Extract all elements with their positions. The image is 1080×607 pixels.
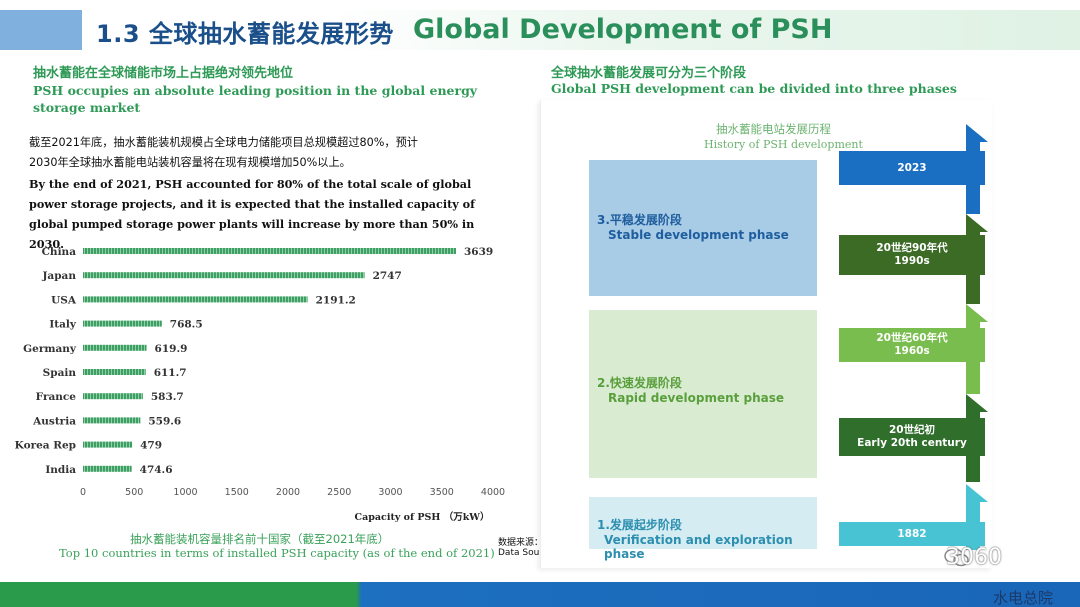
era-1882: 1882 [839, 522, 985, 546]
header-band [82, 10, 1080, 50]
era-early-20th-label-cn: 20世纪初 [888, 424, 936, 436]
bar-austria [83, 417, 141, 424]
history-title-en: History of PSH development [704, 138, 863, 151]
slide-title-cn: 1.3 全球抽水蓄能发展形势 [96, 20, 394, 48]
era-early-20th: 20世纪初 Early 20th century [839, 418, 985, 456]
capacity-bar-chart: China 3639 Japan 2747 USA 2191.2 Italy 768.5 Ger… [15, 246, 505, 523]
era-1990s-label-en: 1990s [894, 255, 930, 267]
x-tick-500: 500 [125, 487, 143, 498]
bar-germany [83, 344, 147, 351]
x-tick-1500: 1500 [225, 487, 249, 498]
chart-caption-en: Top 10 countries in terms of installed P… [59, 546, 495, 560]
value-label-france: 583.7 [151, 391, 184, 403]
era-1990s: 20世纪90年代 1990s [839, 235, 985, 275]
chart-caption-cn: 抽水蓄能装机容量排名前十国家（截至2021年底） [130, 532, 390, 546]
phase-2-title-en: Rapid development phase [608, 391, 785, 405]
x-tick-3500: 3500 [430, 487, 454, 498]
category-label-usa: USA [51, 294, 77, 306]
era-1882-label: 1882 [897, 527, 927, 540]
bar-usa [83, 296, 308, 303]
left-heading-en-1: PSH occupies an absolute leading positio… [33, 83, 478, 98]
data-source-en: Data Source: IHA [498, 548, 575, 558]
value-label-india: 474.6 [140, 464, 173, 476]
x-axis-label: Capacity of PSH （万kW） [355, 511, 490, 523]
bar-japan [83, 272, 365, 279]
right-heading-en: Global PSH development can be divided in… [551, 81, 957, 96]
category-label-germany: Germany [23, 343, 77, 355]
left-heading-en-2: storage market [33, 100, 141, 115]
category-label-china: China [42, 246, 77, 258]
category-label-india: India [45, 464, 76, 476]
category-label-spain: Spain [43, 367, 77, 379]
slide-title-en: Global Development of PSH [413, 14, 833, 45]
value-label-austria: 559.6 [148, 415, 181, 427]
paragraph-cn-2: 2030年全球抽水蓄能电站装机容量将在现有规模增加50%以上。 [29, 156, 351, 169]
x-tick-2000: 2000 [276, 487, 300, 498]
bar-china [83, 248, 456, 254]
value-label-korea-rep: 479 [140, 440, 162, 452]
data-source-cn: 数据来源：IHA [498, 538, 559, 548]
chat-bubble-icon [944, 548, 969, 567]
phase-1-title-cn: 1.发展起步阶段 [597, 518, 682, 532]
value-label-germany: 619.9 [155, 343, 188, 355]
category-label-japan: Japan [41, 270, 76, 282]
brand-name: 水电总院 [993, 589, 1054, 607]
value-label-china: 3639 [464, 246, 493, 258]
footer-bar [0, 582, 1080, 607]
right-heading-cn: 全球抽水蓄能发展可分为三个阶段 [551, 66, 747, 81]
category-label-korea-rep: Korea Rep [15, 440, 76, 452]
era-1960s: 20世纪60年代 1960s [839, 328, 985, 362]
bar-france [83, 393, 143, 400]
era-1960s-label-en: 1960s [894, 345, 930, 357]
bar-korea-rep [83, 441, 133, 448]
x-tick-3000: 3000 [378, 487, 402, 498]
x-tick-4000: 4000 [481, 487, 505, 498]
left-heading-cn: 抽水蓄能在全球储能市场上占据绝对领先地位 [33, 66, 294, 81]
x-tick-1000: 1000 [173, 487, 197, 498]
phase-3-box: 3.平稳发展阶段 Stable development phase [589, 160, 817, 296]
era-1990s-label-cn: 20世纪90年代 [876, 242, 948, 254]
paragraph-cn-1: 截至2021年底，抽水蓄能装机规模占全球电力储能项目总规模超过80%，预计 [29, 136, 418, 149]
category-label-italy: Italy [49, 319, 77, 331]
category-label-france: France [36, 391, 77, 403]
value-label-spain: 611.7 [154, 367, 187, 379]
value-label-japan: 2747 [373, 270, 402, 282]
category-label-austria: Austria [32, 415, 76, 427]
era-2023: 2023 [839, 151, 985, 185]
paragraph-en: By the end of 2021, PSH accounted for 80… [29, 177, 475, 251]
phase-1-title-en: Verification and exploration phase [604, 533, 793, 561]
phase-1-box: 1.发展起步阶段 Verification and exploration ph… [589, 497, 817, 561]
bar-italy [83, 320, 162, 327]
bar-spain [83, 369, 146, 375]
history-title-cn: 抽水蓄能电站发展历程 [716, 122, 831, 136]
x-tick-0: 0 [80, 487, 86, 498]
era-2023-label: 2023 [897, 161, 927, 174]
watermark-text: 3060 [946, 545, 1002, 570]
phase-3-title-cn: 3.平稳发展阶段 [597, 213, 682, 227]
phase-2-title-cn: 2.快速发展阶段 [597, 376, 682, 390]
value-label-italy: 768.5 [170, 319, 203, 331]
header-accent-block [0, 10, 82, 50]
era-early-20th-label-en: Early 20th century [857, 437, 967, 449]
x-tick-2500: 2500 [327, 487, 351, 498]
phase-2-box: 2.快速发展阶段 Rapid development phase [589, 310, 817, 478]
bar-india [83, 465, 132, 472]
value-label-usa: 2191.2 [316, 294, 356, 306]
phase-3-title-en: Stable development phase [608, 228, 789, 242]
era-1960s-label-cn: 20世纪60年代 [876, 332, 948, 344]
